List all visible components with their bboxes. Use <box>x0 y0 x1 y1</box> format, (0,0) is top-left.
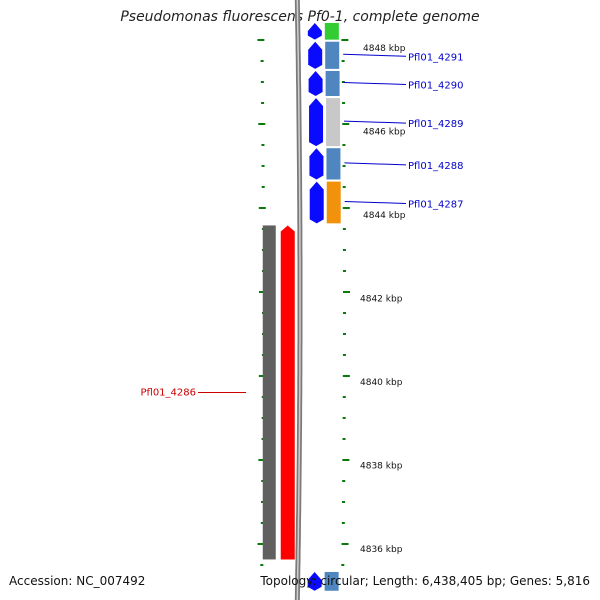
gene-label-leader <box>344 162 407 166</box>
gene-label[interactable]: Pfl01_4290 <box>408 80 464 91</box>
gene-label[interactable]: Pfl01_4291 <box>408 52 464 63</box>
kbp-label: 4842 kbp <box>360 295 403 305</box>
label-layer[interactable]: Pfl01_4291 Pfl01_4290 Pfl01_4289 Pfl01_4288… <box>140 52 463 398</box>
gene-arrow[interactable] <box>307 571 322 591</box>
kbp-label: 4846 kbp <box>363 128 406 138</box>
gene-layer[interactable] <box>262 22 341 591</box>
gene-label-leader <box>343 81 407 85</box>
cog-color-block[interactable] <box>324 571 339 591</box>
gene-arrow[interactable] <box>308 41 323 69</box>
cog-color-block[interactable] <box>324 22 339 40</box>
gene-label-leader <box>343 53 407 57</box>
accession-text: Accession: NC_007492 <box>9 574 146 588</box>
gene-arrow[interactable] <box>307 22 322 40</box>
cog-color-block[interactable] <box>325 41 340 69</box>
backbone-layer <box>294 0 303 600</box>
gene-label[interactable]: Pfl01_4286 <box>140 387 196 398</box>
cog-color-block[interactable] <box>326 98 341 147</box>
kbp-label: 4840 kbp <box>360 378 403 388</box>
gene-label-leader <box>344 200 407 204</box>
cog-color-block[interactable] <box>325 70 340 97</box>
kbp-label: 4836 kbp <box>360 545 403 555</box>
gene-arrow[interactable] <box>308 70 323 97</box>
tick-layer: 4848 kbp 4846 kbp 4844 kbp 4842 kbp 4840 kbp… <box>257 39 406 566</box>
kbp-label: 4838 kbp <box>360 462 403 472</box>
gene-label[interactable]: Pfl01_4288 <box>408 161 464 172</box>
cog-color-block[interactable] <box>326 181 341 224</box>
gene-arrow[interactable] <box>309 181 324 224</box>
kbp-label: 4844 kbp <box>363 211 406 221</box>
gene-label-leader <box>344 120 407 124</box>
cog-color-block[interactable] <box>326 148 341 180</box>
backbone-highlight <box>296 0 301 600</box>
reverse-feature-bar[interactable] <box>262 225 276 560</box>
gene-arrow[interactable] <box>280 225 295 560</box>
gene-label[interactable]: Pfl01_4289 <box>408 119 464 130</box>
gene-arrow[interactable] <box>309 148 324 180</box>
topology-text: Topology: circular; Length: 6,438,405 bp… <box>260 574 590 588</box>
gene-label[interactable]: Pfl01_4287 <box>408 199 464 210</box>
kbp-label: 4848 kbp <box>363 44 406 54</box>
gene-arrow[interactable] <box>309 98 324 147</box>
